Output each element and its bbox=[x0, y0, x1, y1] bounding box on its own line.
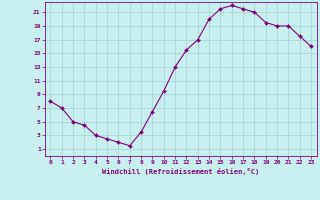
X-axis label: Windchill (Refroidissement éolien,°C): Windchill (Refroidissement éolien,°C) bbox=[102, 168, 260, 175]
